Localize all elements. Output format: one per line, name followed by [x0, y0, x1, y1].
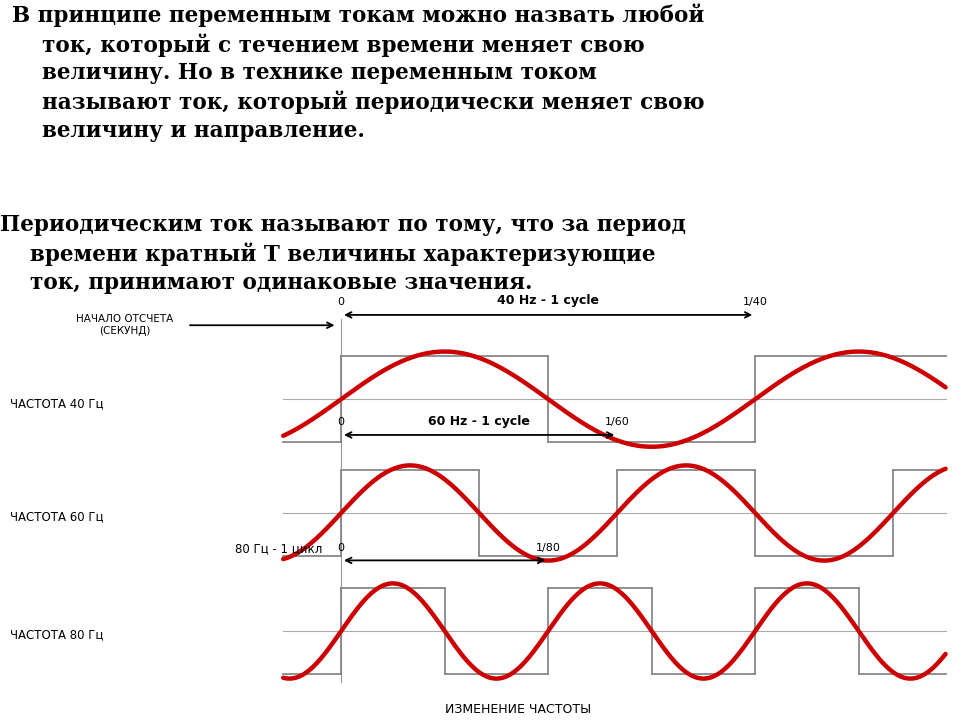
Text: ЧАСТОТА 40 Гц: ЧАСТОТА 40 Гц [10, 397, 103, 410]
Text: 0: 0 [338, 417, 345, 427]
Text: ЧАСТОТА 80 Гц: ЧАСТОТА 80 Гц [10, 629, 103, 642]
Text: 1/80: 1/80 [536, 543, 561, 553]
Text: 0: 0 [338, 543, 345, 553]
Text: В принципе переменным токам можно назвать любой
    ток, который с течением врем: В принципе переменным токам можно назват… [12, 3, 704, 143]
Text: ЧАСТОТА 60 Гц: ЧАСТОТА 60 Гц [10, 510, 103, 523]
Text: 60 Hz - 1 cycle: 60 Hz - 1 cycle [428, 415, 530, 428]
Text: ИЗМЕНЕНИЕ ЧАСТОТЫ: ИЗМЕНЕНИЕ ЧАСТОТЫ [445, 703, 591, 716]
Text: Периодическим ток называют по тому, что за период
    времени кратный Т величины: Периодическим ток называют по тому, что … [0, 215, 685, 294]
Text: 1/40: 1/40 [743, 297, 768, 307]
Text: 80 Гц - 1 цикл: 80 Гц - 1 цикл [234, 542, 322, 555]
Text: 0: 0 [338, 297, 345, 307]
Text: 1/60: 1/60 [605, 417, 630, 427]
Text: НАЧАЛО ОТСЧЕТА
(СЕКУНД): НАЧАЛО ОТСЧЕТА (СЕКУНД) [76, 315, 174, 336]
Text: 40 Hz - 1 cycle: 40 Hz - 1 cycle [497, 294, 599, 307]
